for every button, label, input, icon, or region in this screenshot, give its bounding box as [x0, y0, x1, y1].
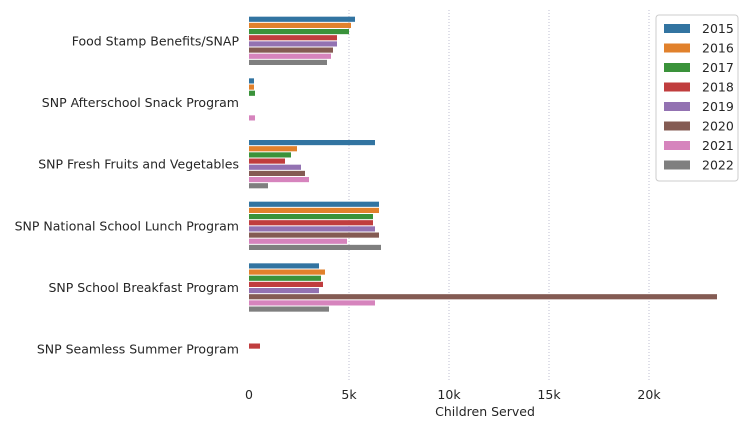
legend-swatch: [664, 160, 690, 170]
category-label: SNP National School Lunch Program: [15, 218, 239, 233]
bar-2021: [249, 53, 331, 59]
x-tick-label: 10k: [437, 387, 461, 402]
bar-2018: [249, 220, 373, 226]
bar-2019: [249, 164, 301, 170]
bar-2015: [249, 140, 375, 146]
category-label: SNP Afterschool Snack Program: [42, 95, 239, 110]
category-label: SNP School Breakfast Program: [49, 280, 240, 295]
bar-2016: [249, 22, 351, 28]
bar-2018: [249, 343, 260, 349]
bar-2016: [249, 146, 297, 152]
bar-2018: [249, 35, 337, 41]
bar-2016: [249, 207, 379, 213]
legend-frame: [655, 14, 739, 182]
legend-swatch: [664, 43, 690, 53]
x-tick-labels: 0 5k 10k 15k 20k: [245, 387, 661, 402]
x-axis-title: Children Served: [435, 404, 535, 419]
bar-2017: [249, 214, 373, 220]
bar-2020: [249, 232, 379, 238]
grid-lines: [348, 10, 650, 380]
bar-2021: [249, 115, 255, 121]
category-labels: Food Stamp Benefits/SNAP SNP Afterschool …: [15, 33, 240, 356]
category-label: SNP Seamless Summer Program: [37, 342, 239, 357]
legend-swatch: [664, 63, 690, 72]
bar-2022: [249, 59, 327, 65]
bar-2022: [249, 244, 381, 250]
bar-2016: [249, 84, 254, 90]
bar-2020: [249, 47, 333, 53]
bar-2017: [249, 152, 291, 158]
legend-swatch: [664, 102, 690, 111]
legend-label: 2015: [702, 21, 734, 36]
bar-2019: [249, 41, 337, 47]
x-tick-label: 0: [245, 387, 253, 402]
x-tick-label: 15k: [537, 387, 561, 402]
bar-2015: [249, 16, 355, 22]
legend-label: 2022: [702, 158, 734, 173]
legend-label: 2018: [702, 80, 734, 95]
bar-2017: [249, 29, 349, 35]
bar-2017: [249, 275, 321, 281]
bar-2016: [249, 269, 325, 275]
legend-swatch: [664, 24, 690, 33]
bar-2015: [249, 78, 254, 84]
bar-2017: [249, 90, 255, 96]
bar-2018: [249, 158, 285, 164]
bar-2021: [249, 300, 375, 306]
legend-swatch: [664, 82, 690, 92]
legend-label: 2021: [702, 138, 734, 153]
bar-2020: [249, 170, 305, 176]
bar-2015: [249, 263, 319, 269]
legend-label: 2016: [702, 41, 734, 56]
bar-2021: [249, 177, 309, 183]
legend-swatch: [664, 141, 690, 150]
category-label: SNP Fresh Fruits and Vegetables: [38, 157, 239, 172]
bar-2019: [249, 288, 319, 294]
category-label: Food Stamp Benefits/SNAP: [72, 33, 240, 48]
bar-2015: [249, 201, 379, 207]
bar-2019: [249, 226, 375, 232]
x-tick-label: 5k: [341, 387, 357, 402]
bars: [249, 16, 717, 349]
legend-label: 2017: [702, 60, 734, 75]
bar-2018: [249, 281, 323, 287]
bar-2020: [249, 294, 717, 300]
legend-swatch: [664, 121, 690, 131]
bar-2022: [249, 306, 329, 312]
bar-2021: [249, 238, 347, 244]
bar-2022: [249, 183, 268, 189]
x-tick-label: 20k: [637, 387, 661, 402]
legend-label: 2019: [702, 99, 734, 114]
legend-label: 2020: [702, 119, 734, 134]
legend: 2015 2016 2017 2018 2019 2020 2021 2022: [655, 14, 739, 182]
